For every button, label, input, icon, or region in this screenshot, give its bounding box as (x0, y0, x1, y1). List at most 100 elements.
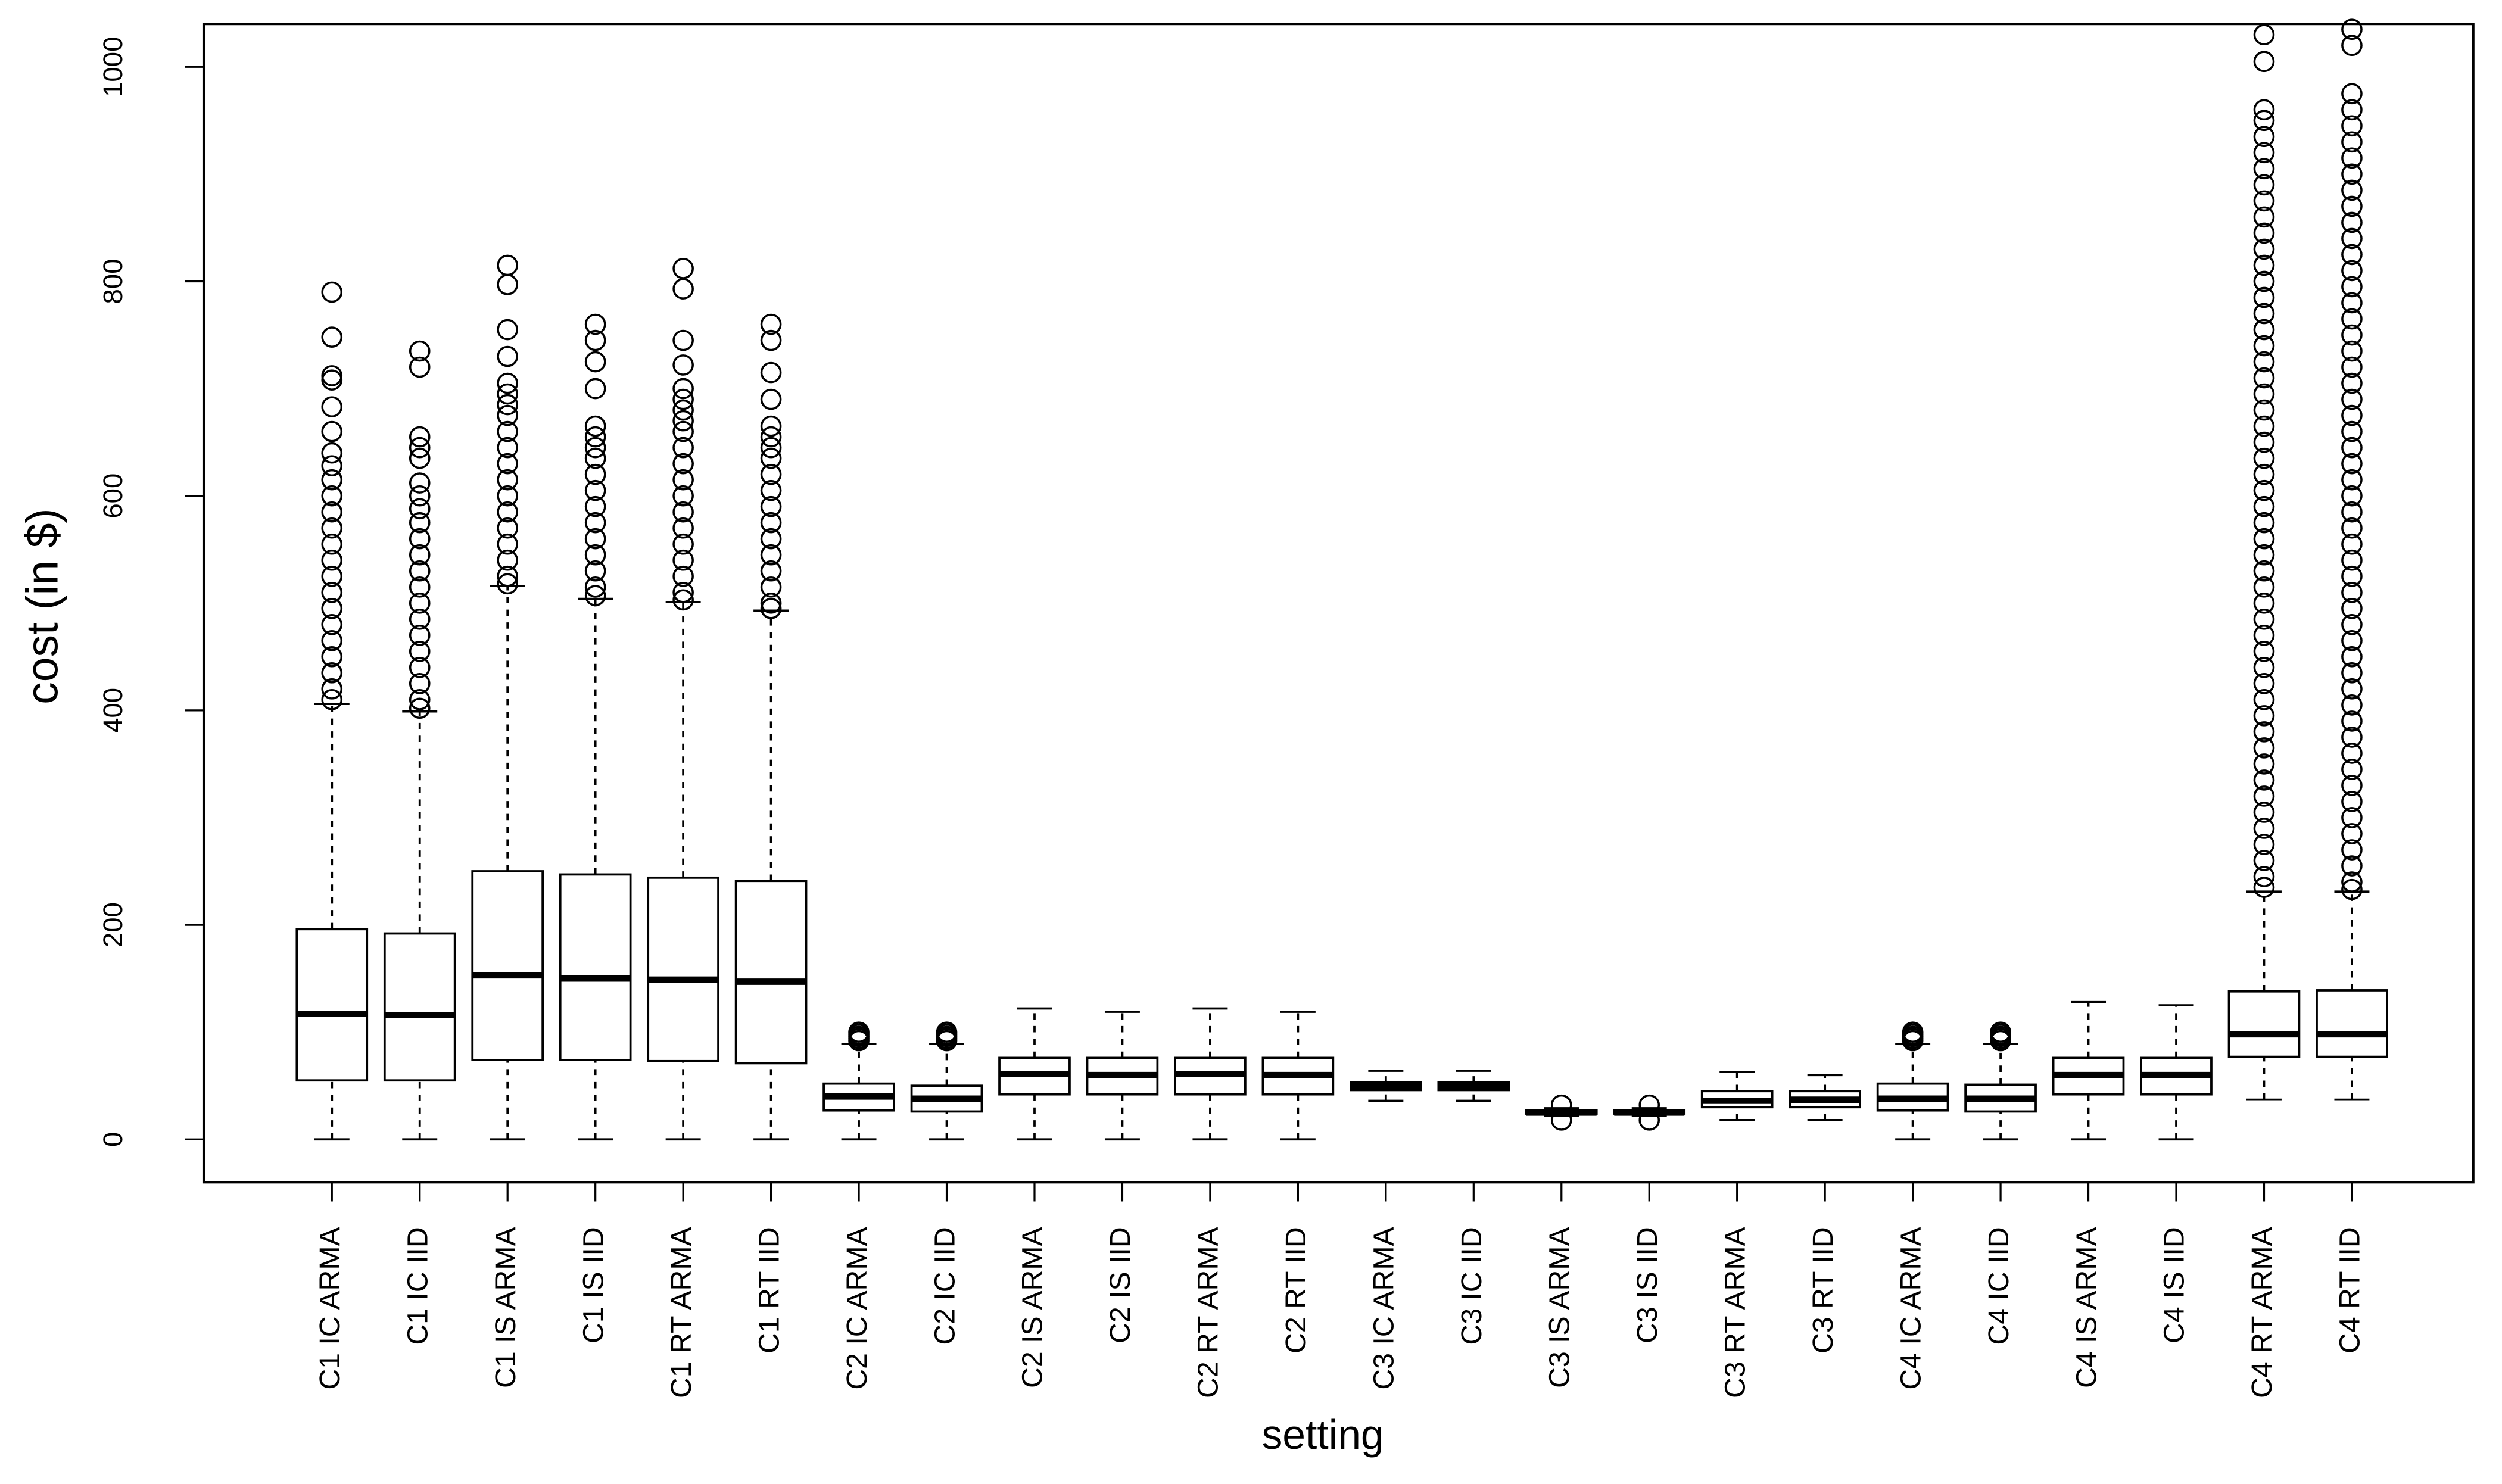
outlier (321, 581, 343, 603)
outlier (497, 420, 519, 442)
outlier (1550, 1109, 1572, 1131)
outlier (409, 592, 431, 614)
outlier (2253, 270, 2275, 292)
outlier (2341, 179, 2363, 201)
outlier (672, 501, 694, 523)
outlier (2253, 657, 2275, 678)
outlier (409, 485, 431, 507)
x-tick-label: C2 RT ARMA (1192, 1227, 1224, 1398)
outlier (1902, 1021, 1924, 1043)
x-tick-label: C1 RT IID (753, 1227, 785, 1354)
outlier (321, 517, 343, 539)
outlier (2341, 163, 2363, 185)
outlier (321, 662, 343, 684)
outlier (497, 549, 519, 571)
outlier (2341, 18, 2363, 40)
x-tick-label: C4 IC ARMA (1895, 1227, 1927, 1390)
outlier (584, 560, 606, 582)
box (295, 928, 369, 1082)
outlier (497, 372, 519, 394)
x-tick-label: C1 IC ARMA (314, 1227, 346, 1390)
y-tick-label: 600 (98, 473, 128, 519)
outlier (2341, 469, 2363, 491)
outlier (2341, 485, 2363, 507)
outlier (2341, 453, 2363, 475)
plot-area: 0 200 400 600 800 1000 C1 IC ARMA C1 IC IID C1 I… (98, 18, 2388, 1398)
outlier (2253, 592, 2275, 614)
outlier (2253, 866, 2275, 887)
x-tick-label: C1 IC IID (401, 1227, 434, 1345)
outlier (2341, 115, 2363, 137)
outlier (321, 365, 343, 386)
outlier (672, 517, 694, 539)
outlier (672, 258, 694, 279)
outlier (672, 329, 694, 351)
outlier (2253, 431, 2275, 453)
outlier (584, 576, 606, 598)
outlier (2341, 662, 2363, 684)
outlier (321, 469, 343, 491)
outlier (497, 319, 519, 341)
outlier (584, 447, 606, 469)
outlier (2341, 597, 2363, 619)
outlier (672, 399, 694, 421)
outlier (1638, 1109, 1660, 1131)
outlier (497, 533, 519, 555)
outlier (2253, 528, 2275, 550)
outlier (760, 415, 782, 437)
outlier (409, 697, 431, 719)
x-tick-label: C1 IS IID (577, 1227, 609, 1343)
box (471, 870, 544, 1061)
outlier (2341, 581, 2363, 603)
outlier (2341, 646, 2363, 668)
outlier (760, 388, 782, 410)
outlier (2253, 608, 2275, 630)
box (2316, 989, 2388, 1058)
x-tick-label: C3 IS IID (1631, 1227, 1663, 1343)
outlier (2341, 99, 2363, 121)
outlier (2253, 544, 2275, 566)
y-tick-label: 0 (98, 1132, 128, 1147)
outlier (672, 420, 694, 442)
outlier (409, 624, 431, 646)
outlier (497, 469, 519, 491)
outlier (409, 426, 431, 448)
outlier (584, 313, 606, 335)
outlier (497, 501, 519, 523)
outlier (2253, 877, 2275, 898)
outlier (2341, 388, 2363, 410)
outlier (2341, 878, 2363, 900)
outlier (2253, 850, 2275, 871)
x-tick-label: C3 IC IID (1456, 1227, 1488, 1345)
outlier (672, 589, 694, 611)
outlier (2253, 689, 2275, 710)
outlier (584, 426, 606, 448)
outlier (2341, 147, 2363, 169)
outlier (497, 383, 519, 405)
outlier (2341, 533, 2363, 555)
x-tick-label: C3 RT ARMA (1719, 1227, 1751, 1398)
outlier (2341, 759, 2363, 780)
outlier (2341, 727, 2363, 748)
y-tick-label: 200 (98, 902, 128, 947)
outlier (2341, 356, 2363, 378)
outlier (2253, 512, 2275, 534)
outlier (321, 485, 343, 507)
outlier (321, 565, 343, 587)
outlier (409, 472, 431, 494)
outlier (2341, 195, 2363, 217)
outlier (2253, 51, 2275, 73)
outlier (2253, 641, 2275, 662)
box (383, 932, 456, 1082)
outlier (497, 394, 519, 416)
outlier (2253, 254, 2275, 276)
outlier (672, 278, 694, 300)
outlier (2341, 710, 2363, 732)
outlier (409, 657, 431, 678)
x-tick-label: C2 RT IID (1280, 1227, 1312, 1354)
outlier (2341, 678, 2363, 700)
outlier (2253, 238, 2275, 260)
outlier (321, 396, 343, 418)
